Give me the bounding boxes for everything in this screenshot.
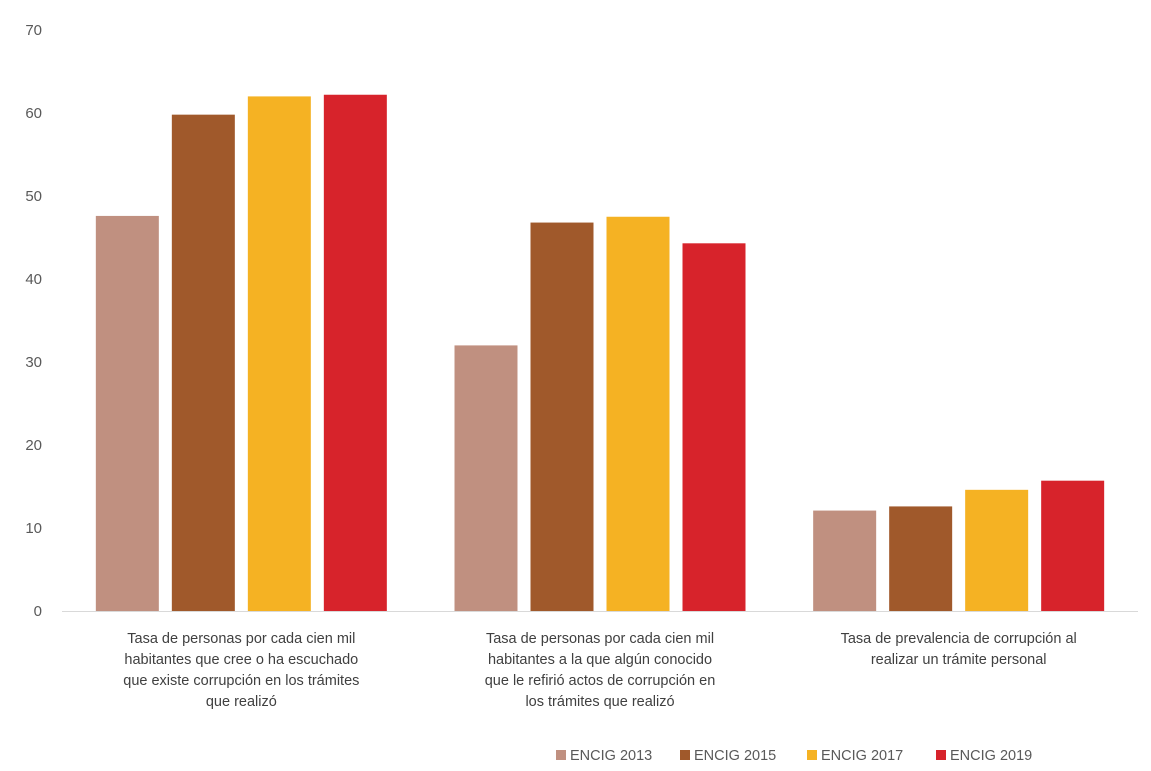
category-label-line: Tasa de personas por cada cien mil xyxy=(127,631,355,647)
bar xyxy=(454,345,518,611)
y-tick-label: 0 xyxy=(34,603,42,620)
category-label-line: Tasa de prevalencia de corrupción al xyxy=(841,631,1077,647)
bar xyxy=(682,243,746,611)
category-labels: Tasa de personas por cada cien mil habita… xyxy=(123,631,1076,710)
category-label-line: los trámites que realizó xyxy=(525,694,674,710)
legend-swatch xyxy=(936,750,946,760)
y-tick-label: 30 xyxy=(25,354,42,371)
category-label-line: que le refirió actos de corrupción en xyxy=(485,673,716,689)
legend-swatch xyxy=(807,750,817,760)
legend-label: ENCIG 2019 xyxy=(950,748,1032,764)
legend-swatch xyxy=(680,750,690,760)
bar xyxy=(95,215,159,612)
y-tick-label: 40 xyxy=(25,271,42,288)
category-label-line: habitantes que cree o ha escuchado xyxy=(124,652,358,668)
bars xyxy=(95,94,1105,612)
category-label: Tasa de personas por cada cien mil habita… xyxy=(123,631,359,710)
bar xyxy=(171,114,235,611)
y-tick-label: 50 xyxy=(25,188,42,205)
bar xyxy=(323,94,387,612)
y-tick-label: 10 xyxy=(25,520,42,537)
category-label-line: habitantes a la que algún conocido xyxy=(488,652,712,668)
legend-label: ENCIG 2017 xyxy=(821,748,903,764)
legend-label: ENCIG 2015 xyxy=(694,748,776,764)
category-label-line: que realizó xyxy=(206,694,277,710)
bar xyxy=(1041,480,1105,611)
bar xyxy=(247,96,311,611)
y-axis: 0 10 20 30 40 50 60 70 xyxy=(25,22,42,620)
y-tick-label: 20 xyxy=(25,437,42,454)
category-label-line: que existe corrupción en los trámites xyxy=(123,673,359,689)
bar xyxy=(889,506,953,611)
category-label: Tasa de personas por cada cien mil habita… xyxy=(485,631,716,710)
category-label-line: realizar un trámite personal xyxy=(871,652,1047,668)
bar xyxy=(530,222,594,611)
legend-label: ENCIG 2013 xyxy=(570,748,652,764)
y-tick-label: 60 xyxy=(25,105,42,122)
legend: ENCIG 2013 ENCIG 2015 ENCIG 2017 ENCIG 2019 xyxy=(556,748,1032,764)
bar xyxy=(813,510,877,611)
y-tick-label: 70 xyxy=(25,22,42,39)
category-label-line: Tasa de personas por cada cien mil xyxy=(486,631,714,647)
category-label: Tasa de prevalencia de corrupción al real… xyxy=(841,631,1077,668)
bar xyxy=(606,216,670,611)
legend-swatch xyxy=(556,750,566,760)
bar xyxy=(965,489,1029,611)
